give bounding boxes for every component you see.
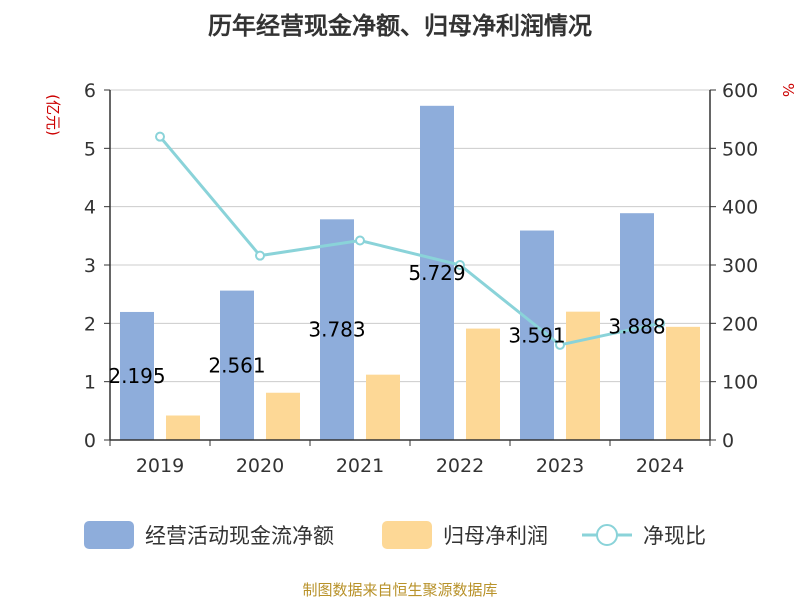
bar-operating-cashflow — [120, 311, 154, 440]
legend-swatch-net-profit — [382, 521, 432, 549]
bar-operating-cashflow — [320, 219, 354, 440]
bar-net-profit — [466, 328, 500, 440]
x-axis-tick-label: 2024 — [636, 455, 684, 477]
right-axis-unit: % — [779, 83, 797, 97]
source-note: 制图数据来自恒生聚源数据库 — [302, 581, 497, 599]
bar-net-profit — [366, 374, 400, 440]
right-axis-tick-label: 600 — [722, 80, 758, 102]
bar-net-profit — [666, 326, 700, 440]
left-axis-tick-label: 3 — [84, 255, 96, 277]
x-axis-tick-label: 2020 — [236, 455, 284, 477]
data-label-operating-cashflow: 3.591 — [508, 323, 565, 347]
legend-label-net-profit: 归母净利润 — [443, 524, 548, 548]
legend-label-ratio: 净现比 — [643, 524, 706, 548]
gridlines — [110, 89, 710, 383]
data-label-operating-cashflow: 3.888 — [608, 315, 665, 339]
x-axis-tick-label: 2019 — [136, 455, 184, 477]
right-axis-tick-label: 100 — [722, 372, 758, 394]
chart-title: 历年经营现金净额、归母净利润情况 — [208, 12, 592, 40]
legend-swatch-operating-cashflow — [84, 521, 134, 549]
x-axis-tick-label: 2021 — [336, 455, 384, 477]
legend-label-operating-cashflow: 经营活动现金流净额 — [145, 524, 334, 548]
x-axis-tick-label: 2023 — [536, 455, 584, 477]
point-ratio — [555, 339, 565, 350]
legend-marker-ratio — [596, 524, 618, 546]
bar-operating-cashflow — [420, 105, 454, 440]
point-ratio — [155, 131, 165, 142]
right-axis-tick-label: 200 — [722, 313, 758, 335]
point-ratio — [655, 318, 665, 329]
bars — [120, 105, 700, 440]
right-axis-tick-label: 500 — [722, 138, 758, 160]
data-label-operating-cashflow: 2.195 — [108, 364, 165, 388]
left-axis-tick-label: 2 — [84, 313, 96, 335]
right-axis-tick-label: 0 — [722, 430, 734, 452]
x-axis-tick-label: 2022 — [436, 455, 484, 477]
left-axis-unit: (亿元) — [44, 94, 62, 136]
left-axis-tick-label: 0 — [84, 430, 96, 452]
point-ratio — [355, 235, 365, 246]
right-axis-tick-label: 300 — [722, 255, 758, 277]
data-label-operating-cashflow: 5.729 — [408, 261, 465, 285]
bar-operating-cashflow — [220, 290, 254, 440]
point-ratio — [255, 250, 265, 261]
bar-net-profit — [566, 311, 600, 440]
left-axis-tick-label: 6 — [84, 80, 96, 102]
right-axis-tick-label: 400 — [722, 197, 758, 219]
left-axis-tick-label: 5 — [84, 138, 96, 160]
bar-net-profit — [166, 415, 200, 440]
data-label-operating-cashflow: 2.561 — [208, 353, 265, 377]
line-ratio — [158, 135, 661, 347]
point-ratio — [455, 260, 465, 270]
bar-net-profit — [266, 392, 300, 440]
data-label-operating-cashflow: 3.783 — [308, 318, 365, 342]
ratio-line — [155, 131, 665, 350]
axes: 0 1 2 3 4 5 6 0 100 200 300 400 500 600 2019 2020 2021 20… — [84, 80, 758, 477]
data-labels: 2.195 2.561 3.783 5.729 3.591 3.888 — [108, 261, 665, 388]
left-axis-tick-label: 4 — [84, 197, 96, 219]
left-axis-tick-label: 1 — [84, 372, 96, 394]
legend: 经营活动现金流净额 归母净利润 净现比 — [84, 521, 706, 549]
